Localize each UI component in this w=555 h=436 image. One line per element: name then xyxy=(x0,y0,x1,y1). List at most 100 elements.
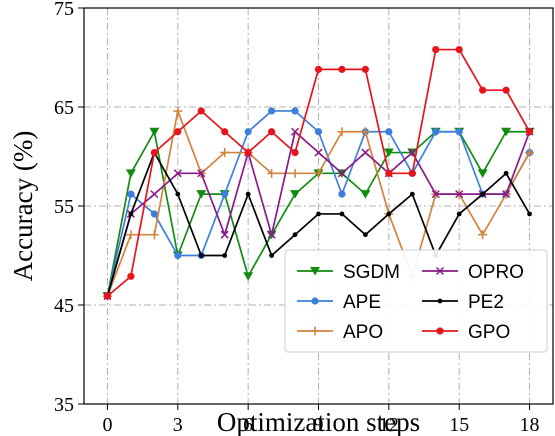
data-point-pe2 xyxy=(292,232,298,238)
legend-label-apo: APO xyxy=(343,322,383,343)
axis-ticks: 0 3 6 9 12 15 18 35 45 55 65 75 xyxy=(54,0,540,436)
data-point-ape xyxy=(127,190,135,198)
y-axis-label: Accuracy (%) xyxy=(8,131,38,282)
data-point-gpo xyxy=(525,128,534,136)
data-point-ape xyxy=(455,128,463,136)
data-point-apo xyxy=(173,106,183,116)
data-point-gpo xyxy=(291,148,299,157)
legend-item-opro: OPRO xyxy=(422,262,524,283)
legend-item-sgdm: SGDM xyxy=(297,262,400,283)
data-point-gpo xyxy=(338,65,346,73)
data-point-sgdm xyxy=(149,127,160,137)
data-point-apo xyxy=(337,127,347,137)
data-point-opro xyxy=(267,230,276,239)
data-point-gpo xyxy=(455,45,463,54)
x-tick-label: 9 xyxy=(314,414,324,436)
data-point-pe2 xyxy=(269,253,274,258)
data-point-opro xyxy=(337,169,346,178)
data-point-pe2 xyxy=(339,211,345,217)
data-point-ape xyxy=(244,128,252,136)
data-point-pe2 xyxy=(503,170,509,176)
data-point-ape xyxy=(174,251,182,260)
legend-label-gpo: GPO xyxy=(468,322,510,343)
x-tick-label: 6 xyxy=(243,414,253,436)
x-tick-label: 3 xyxy=(173,414,183,436)
data-point-pe2 xyxy=(480,191,486,197)
data-point-gpo xyxy=(479,86,487,94)
data-point-opro xyxy=(173,169,182,178)
legend-marker-opro xyxy=(435,266,445,276)
data-point-gpo xyxy=(408,169,416,177)
data-point-opro xyxy=(197,169,206,178)
data-point-apo xyxy=(525,148,535,158)
legend-marker-pe2 xyxy=(437,298,443,304)
data-point-pe2 xyxy=(386,211,392,217)
data-point-pe2 xyxy=(456,211,462,217)
data-point-opro xyxy=(431,190,440,199)
legend-label-pe2: PE2 xyxy=(468,292,504,313)
data-point-opro xyxy=(455,190,464,199)
x-tick-label: 12 xyxy=(379,414,399,436)
data-point-pe2 xyxy=(245,191,251,197)
data-point-gpo xyxy=(221,128,229,136)
data-point-opro xyxy=(361,148,370,157)
data-point-apo xyxy=(149,230,159,240)
data-point-opro xyxy=(314,148,323,157)
data-point-apo xyxy=(267,168,277,178)
data-point-pe2 xyxy=(128,211,134,217)
data-point-ape xyxy=(268,107,276,115)
data-point-gpo xyxy=(174,128,182,136)
series-layer xyxy=(102,45,535,301)
legend-item-apo: APO xyxy=(297,322,383,343)
data-point-gpo xyxy=(127,272,135,280)
data-point-gpo xyxy=(244,148,252,157)
data-point-pe2 xyxy=(363,232,368,238)
data-point-gpo xyxy=(103,292,112,300)
data-point-apo xyxy=(478,230,488,240)
x-tick-label: 0 xyxy=(102,414,112,436)
data-point-ape xyxy=(432,128,440,136)
data-point-ape xyxy=(385,128,393,136)
data-point-ape xyxy=(314,128,323,136)
data-point-apo xyxy=(220,148,230,158)
data-point-sgdm xyxy=(243,272,254,281)
data-point-ape xyxy=(221,190,229,198)
data-point-apo xyxy=(290,168,300,178)
grid-lines xyxy=(84,8,553,404)
x-tick-label: 15 xyxy=(449,414,469,436)
legend-item-ape: APE xyxy=(297,292,381,313)
data-point-gpo xyxy=(314,65,323,73)
data-point-sgdm xyxy=(383,148,394,158)
data-point-opro xyxy=(150,190,159,199)
data-point-pe2 xyxy=(527,211,532,217)
data-point-gpo xyxy=(197,107,205,115)
data-point-apo xyxy=(360,127,370,137)
y-tick-label: 55 xyxy=(54,196,74,218)
data-point-gpo xyxy=(268,128,276,136)
data-point-opro xyxy=(502,190,511,199)
data-point-sgdm xyxy=(477,169,488,178)
data-point-gpo xyxy=(432,45,440,54)
data-point-ape xyxy=(150,210,158,218)
legend-item-gpo: GPO xyxy=(422,322,510,343)
series-gpo xyxy=(103,45,534,300)
data-point-pe2 xyxy=(316,211,321,217)
legend-label-opro: OPRO xyxy=(468,262,524,283)
data-point-pe2 xyxy=(198,253,204,258)
legend-item-pe2: PE2 xyxy=(422,292,504,313)
legend-marker-gpo xyxy=(436,327,444,335)
data-point-opro xyxy=(220,230,229,239)
data-point-sgdm xyxy=(196,190,207,199)
legend-marker-apo xyxy=(310,326,320,336)
x-axis-label: Optimization steps xyxy=(217,407,420,436)
data-point-gpo xyxy=(361,65,369,73)
data-point-apo xyxy=(314,168,323,178)
data-point-sgdm xyxy=(290,190,301,199)
data-point-gpo xyxy=(502,86,510,94)
y-tick-label: 65 xyxy=(54,97,74,119)
legend-marker-sgdm xyxy=(310,267,320,276)
data-point-opro xyxy=(408,148,417,157)
data-point-pe2 xyxy=(175,191,181,197)
data-point-sgdm xyxy=(360,190,371,199)
